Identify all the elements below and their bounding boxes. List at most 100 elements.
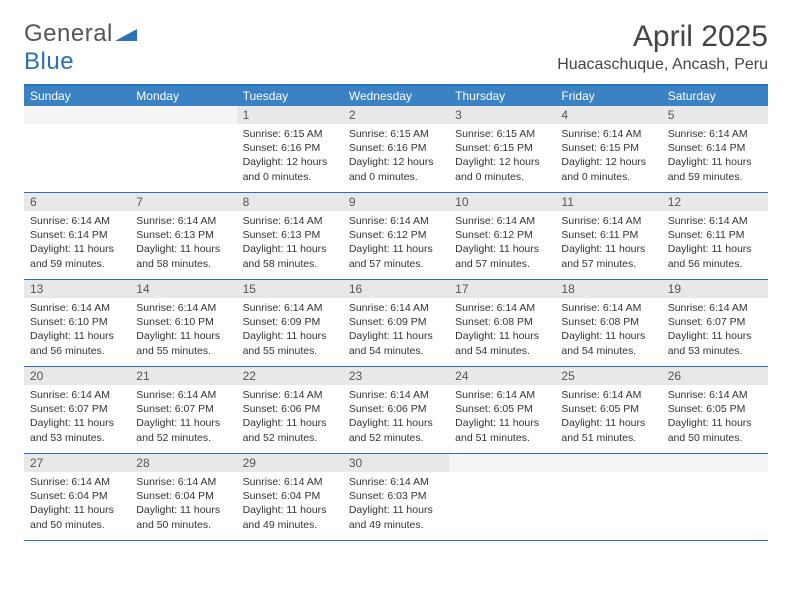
- day-number-empty: [555, 454, 661, 472]
- weekday-label: Thursday: [449, 86, 555, 106]
- day-cell: 7Sunrise: 6:14 AMSunset: 6:13 PMDaylight…: [130, 193, 236, 279]
- day-cell: 28Sunrise: 6:14 AMSunset: 6:04 PMDayligh…: [130, 454, 236, 540]
- weekday-label: Monday: [130, 86, 236, 106]
- day-details: Sunrise: 6:14 AMSunset: 6:13 PMDaylight:…: [130, 211, 236, 275]
- day-number: 26: [662, 367, 768, 385]
- day-cell: 27Sunrise: 6:14 AMSunset: 6:04 PMDayligh…: [24, 454, 130, 540]
- day-cell: 25Sunrise: 6:14 AMSunset: 6:05 PMDayligh…: [555, 367, 661, 453]
- day-details: Sunrise: 6:14 AMSunset: 6:11 PMDaylight:…: [662, 211, 768, 275]
- day-number: 27: [24, 454, 130, 472]
- day-number: 25: [555, 367, 661, 385]
- day-number: 13: [24, 280, 130, 298]
- day-number: 21: [130, 367, 236, 385]
- day-details: Sunrise: 6:14 AMSunset: 6:07 PMDaylight:…: [24, 385, 130, 449]
- day-number: 22: [237, 367, 343, 385]
- logo-part1: General: [24, 20, 113, 47]
- day-cell: 16Sunrise: 6:14 AMSunset: 6:09 PMDayligh…: [343, 280, 449, 366]
- weekday-label: Friday: [555, 86, 661, 106]
- day-number-empty: [662, 454, 768, 472]
- day-number: 14: [130, 280, 236, 298]
- day-cell: 2Sunrise: 6:15 AMSunset: 6:16 PMDaylight…: [343, 106, 449, 192]
- day-number-empty: [130, 106, 236, 124]
- day-details: Sunrise: 6:14 AMSunset: 6:03 PMDaylight:…: [343, 472, 449, 536]
- day-number: 28: [130, 454, 236, 472]
- week-row: 27Sunrise: 6:14 AMSunset: 6:04 PMDayligh…: [24, 454, 768, 541]
- day-cell: 23Sunrise: 6:14 AMSunset: 6:06 PMDayligh…: [343, 367, 449, 453]
- day-cell: 8Sunrise: 6:14 AMSunset: 6:13 PMDaylight…: [237, 193, 343, 279]
- day-number: 6: [24, 193, 130, 211]
- day-cell: 17Sunrise: 6:14 AMSunset: 6:08 PMDayligh…: [449, 280, 555, 366]
- day-details: Sunrise: 6:14 AMSunset: 6:07 PMDaylight:…: [130, 385, 236, 449]
- day-number: 16: [343, 280, 449, 298]
- day-number: 24: [449, 367, 555, 385]
- day-details: Sunrise: 6:14 AMSunset: 6:05 PMDaylight:…: [449, 385, 555, 449]
- week-row: 13Sunrise: 6:14 AMSunset: 6:10 PMDayligh…: [24, 280, 768, 367]
- day-cell: 4Sunrise: 6:14 AMSunset: 6:15 PMDaylight…: [555, 106, 661, 192]
- day-number: 19: [662, 280, 768, 298]
- day-details: Sunrise: 6:14 AMSunset: 6:09 PMDaylight:…: [237, 298, 343, 362]
- day-cell: 6Sunrise: 6:14 AMSunset: 6:14 PMDaylight…: [24, 193, 130, 279]
- day-cell: 15Sunrise: 6:14 AMSunset: 6:09 PMDayligh…: [237, 280, 343, 366]
- day-number: 11: [555, 193, 661, 211]
- day-cell: [449, 454, 555, 540]
- day-cell: 22Sunrise: 6:14 AMSunset: 6:06 PMDayligh…: [237, 367, 343, 453]
- day-details: Sunrise: 6:15 AMSunset: 6:16 PMDaylight:…: [343, 124, 449, 188]
- day-details: Sunrise: 6:14 AMSunset: 6:05 PMDaylight:…: [555, 385, 661, 449]
- day-details: Sunrise: 6:14 AMSunset: 6:08 PMDaylight:…: [555, 298, 661, 362]
- day-details: Sunrise: 6:14 AMSunset: 6:10 PMDaylight:…: [24, 298, 130, 362]
- day-details: Sunrise: 6:15 AMSunset: 6:16 PMDaylight:…: [237, 124, 343, 188]
- day-cell: 29Sunrise: 6:14 AMSunset: 6:04 PMDayligh…: [237, 454, 343, 540]
- day-details: Sunrise: 6:15 AMSunset: 6:15 PMDaylight:…: [449, 124, 555, 188]
- page-title: April 2025: [557, 20, 768, 54]
- day-details: Sunrise: 6:14 AMSunset: 6:06 PMDaylight:…: [237, 385, 343, 449]
- day-number: 2: [343, 106, 449, 124]
- week-row: 20Sunrise: 6:14 AMSunset: 6:07 PMDayligh…: [24, 367, 768, 454]
- day-number: 20: [24, 367, 130, 385]
- title-block: April 2025 Huacaschuque, Ancash, Peru: [557, 20, 768, 78]
- day-number: 18: [555, 280, 661, 298]
- day-cell: 11Sunrise: 6:14 AMSunset: 6:11 PMDayligh…: [555, 193, 661, 279]
- logo-part2: Blue: [24, 48, 74, 75]
- week-row: 1Sunrise: 6:15 AMSunset: 6:16 PMDaylight…: [24, 106, 768, 193]
- day-number: 1: [237, 106, 343, 124]
- day-cell: 1Sunrise: 6:15 AMSunset: 6:16 PMDaylight…: [237, 106, 343, 192]
- day-cell: 13Sunrise: 6:14 AMSunset: 6:10 PMDayligh…: [24, 280, 130, 366]
- day-number-empty: [24, 106, 130, 124]
- weekday-label: Saturday: [662, 86, 768, 106]
- day-details: Sunrise: 6:14 AMSunset: 6:06 PMDaylight:…: [343, 385, 449, 449]
- day-number: 12: [662, 193, 768, 211]
- location-text: Huacaschuque, Ancash, Peru: [557, 56, 768, 74]
- day-details: Sunrise: 6:14 AMSunset: 6:12 PMDaylight:…: [449, 211, 555, 275]
- day-details: Sunrise: 6:14 AMSunset: 6:07 PMDaylight:…: [662, 298, 768, 362]
- header: General Blue April 2025 Huacaschuque, An…: [24, 20, 768, 78]
- day-number: 7: [130, 193, 236, 211]
- weekday-label: Wednesday: [343, 86, 449, 106]
- day-details: Sunrise: 6:14 AMSunset: 6:14 PMDaylight:…: [24, 211, 130, 275]
- logo-text: General Blue: [24, 20, 137, 76]
- day-cell: [662, 454, 768, 540]
- day-cell: 19Sunrise: 6:14 AMSunset: 6:07 PMDayligh…: [662, 280, 768, 366]
- day-cell: 30Sunrise: 6:14 AMSunset: 6:03 PMDayligh…: [343, 454, 449, 540]
- logo: General Blue: [24, 20, 137, 76]
- day-details: Sunrise: 6:14 AMSunset: 6:09 PMDaylight:…: [343, 298, 449, 362]
- weekday-label: Sunday: [24, 86, 130, 106]
- day-number: 8: [237, 193, 343, 211]
- weekday-header-row: SundayMondayTuesdayWednesdayThursdayFrid…: [24, 86, 768, 106]
- day-number: 30: [343, 454, 449, 472]
- day-cell: [555, 454, 661, 540]
- day-number: 15: [237, 280, 343, 298]
- day-cell: 12Sunrise: 6:14 AMSunset: 6:11 PMDayligh…: [662, 193, 768, 279]
- day-details: Sunrise: 6:14 AMSunset: 6:11 PMDaylight:…: [555, 211, 661, 275]
- day-number: 3: [449, 106, 555, 124]
- weeks-container: 1Sunrise: 6:15 AMSunset: 6:16 PMDaylight…: [24, 106, 768, 541]
- day-cell: 26Sunrise: 6:14 AMSunset: 6:05 PMDayligh…: [662, 367, 768, 453]
- day-cell: 5Sunrise: 6:14 AMSunset: 6:14 PMDaylight…: [662, 106, 768, 192]
- day-cell: 21Sunrise: 6:14 AMSunset: 6:07 PMDayligh…: [130, 367, 236, 453]
- calendar: SundayMondayTuesdayWednesdayThursdayFrid…: [24, 84, 768, 541]
- day-cell: 3Sunrise: 6:15 AMSunset: 6:15 PMDaylight…: [449, 106, 555, 192]
- week-row: 6Sunrise: 6:14 AMSunset: 6:14 PMDaylight…: [24, 193, 768, 280]
- day-cell: 10Sunrise: 6:14 AMSunset: 6:12 PMDayligh…: [449, 193, 555, 279]
- day-number: 23: [343, 367, 449, 385]
- day-number: 29: [237, 454, 343, 472]
- day-cell: 20Sunrise: 6:14 AMSunset: 6:07 PMDayligh…: [24, 367, 130, 453]
